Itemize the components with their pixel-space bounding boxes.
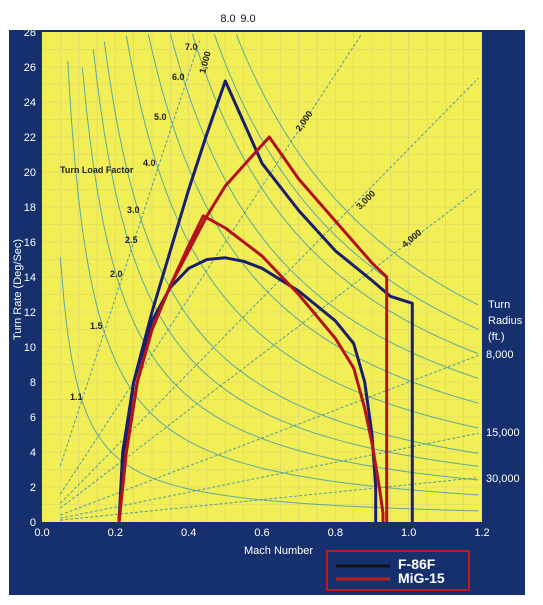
y-tick-label: 14: [24, 272, 36, 284]
turn-radius-curves: [59, 34, 479, 521]
load-factor-label: 5.0: [154, 112, 167, 122]
load-factor-label: 2.5: [125, 235, 138, 245]
x-axis-title: Mach Number: [244, 545, 313, 557]
y-tick-label: 12: [24, 307, 36, 319]
y-tick-label: 16: [24, 237, 36, 249]
turn-radius-line: [59, 34, 362, 495]
grid-layer: [42, 32, 482, 522]
load-factor-line: [235, 34, 479, 306]
y-tick-label: 10: [24, 342, 36, 354]
x-tick-label: 1.2: [474, 527, 489, 539]
load-factor-line: [147, 33, 479, 404]
top-load-label: 8.0: [220, 13, 235, 25]
y-tick-label: 26: [24, 62, 36, 74]
load-factor-curves: [59, 33, 479, 512]
turn-radius-line: [59, 40, 201, 467]
tick-layer: 0.0 0.2 0.4 0.6 0.8 1.0 1.20246810121416182022…: [24, 13, 490, 539]
legend-box: [326, 550, 470, 591]
y-tick-label: 18: [24, 202, 36, 214]
load-factor-line: [169, 33, 479, 379]
x-tick-label: 1.0: [401, 527, 416, 539]
turn-radius-value: 8,000: [486, 349, 514, 361]
turn-radius-title: Turn: [488, 299, 510, 311]
y-tick-label: 8: [30, 377, 36, 389]
top-load-label: 9.0: [240, 13, 255, 25]
annotation-layer: 7.0 6.0 5.0 4.0 3.0 2.5 2.0 1.5 1.1 Turn Load Fac…: [60, 42, 523, 485]
load-factor-label: 7.0: [185, 42, 198, 52]
load-factor-line: [191, 33, 479, 355]
legend-label-f86f: F-86F: [398, 556, 436, 572]
turn-radius-title: Radius: [488, 315, 523, 327]
y-tick-label: 6: [30, 412, 36, 424]
load-factor-label: 4.0: [143, 158, 156, 168]
turn-radius-title: (ft.): [488, 331, 505, 343]
y-axis-title: Turn Rate (Deg/Sec): [12, 239, 24, 340]
load-factor-label: 6.0: [172, 72, 185, 82]
series-line-f86f: [117, 256, 378, 523]
x-tick-label: 0.4: [181, 527, 196, 539]
x-tick-label: 0.0: [34, 527, 49, 539]
y-tick-label: 4: [30, 447, 36, 459]
turn-radius-line: [59, 188, 479, 509]
load-factor-label: 1.1: [70, 392, 83, 402]
load-factor-line: [125, 35, 479, 429]
turn-radius-line: [59, 77, 479, 504]
turn-radius-line: [60, 355, 479, 516]
y-tick-label: 20: [24, 167, 36, 179]
turn-radius-value: 15,000: [486, 427, 520, 439]
y-tick-label: 2: [30, 482, 36, 494]
load-factor-line: [59, 257, 479, 512]
turn-radius-line: [60, 477, 479, 521]
load-factor-line: [213, 34, 479, 330]
y-tick-label: 22: [24, 132, 36, 144]
load-factor-label: 2.0: [110, 269, 123, 279]
x-tick-label: 0.6: [254, 527, 269, 539]
y-tick-label: 24: [24, 97, 36, 109]
x-tick-label: 0.2: [108, 527, 123, 539]
load-factor-line: [103, 41, 479, 454]
legend: F-86F MiG-15: [326, 550, 470, 591]
series-line-mig15: [117, 214, 385, 523]
turn-radius-value: 30,000: [486, 473, 520, 485]
legend-label-mig15: MiG-15: [398, 570, 445, 586]
x-tick-label: 0.8: [328, 527, 343, 539]
turn-radius-line: [60, 432, 479, 519]
load-factor-label: 3.0: [127, 205, 140, 215]
series-layer: [117, 79, 414, 523]
y-tick-label: 0: [30, 517, 36, 529]
y-tick-label: 28: [24, 27, 36, 39]
load-factor-title: Turn Load Factor: [60, 165, 134, 175]
load-factor-label: 1.5: [90, 321, 103, 331]
